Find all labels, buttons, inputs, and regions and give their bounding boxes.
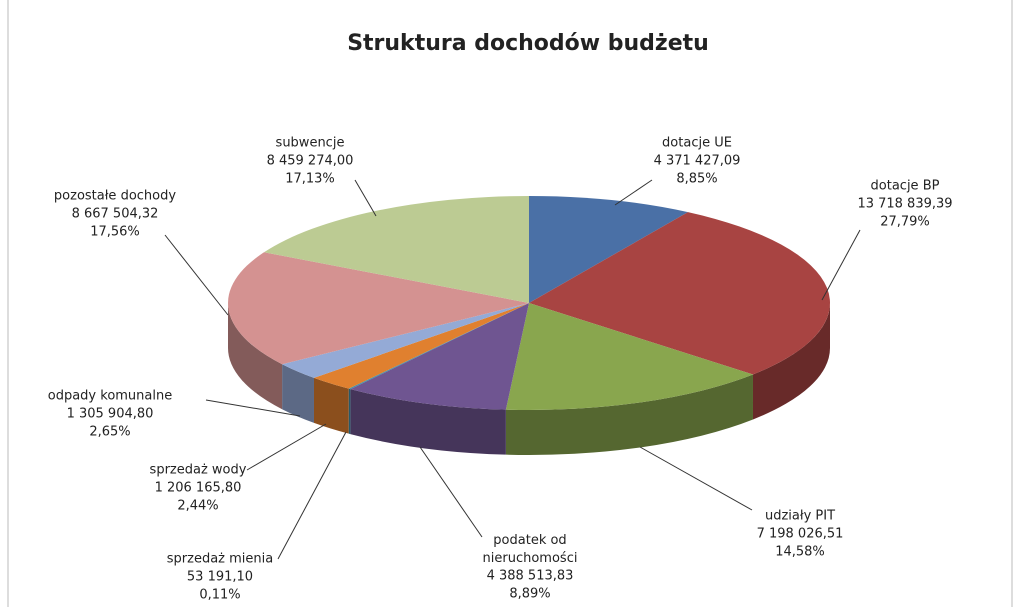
- slice-side: [282, 364, 314, 423]
- value-label: 7 198 026,51: [757, 527, 844, 542]
- slice-label: subwencje: [276, 136, 345, 151]
- leader-line: [419, 446, 483, 538]
- leader-line: [354, 179, 377, 217]
- slice: [505, 303, 753, 410]
- slice-side: [505, 374, 753, 455]
- slice-side: [350, 389, 506, 455]
- value-label: 13 718 839,39: [857, 197, 952, 212]
- slice: [529, 212, 830, 375]
- share-label: 2,65%: [89, 425, 130, 440]
- slice-label: dotacje BP: [871, 179, 940, 194]
- slice: [348, 303, 529, 390]
- share-label: 17,13%: [285, 172, 335, 187]
- slice-label: pozostałe dochody: [54, 189, 176, 204]
- share-label: 8,89%: [509, 587, 550, 602]
- chart-border: [7, 0, 1013, 607]
- slice-label: odpady komunalne: [48, 389, 172, 404]
- value-label: 8 667 504,32: [72, 207, 159, 222]
- slice-label: podatek od nieruchomości: [483, 533, 578, 566]
- slice-label: udziały PIT: [765, 509, 835, 524]
- slice: [282, 303, 529, 378]
- slice-label: sprzedaż wody: [150, 463, 247, 478]
- slice-label: sprzedaż mienia: [167, 552, 273, 567]
- value-label: 53 191,10: [187, 570, 253, 585]
- share-label: 27,79%: [880, 215, 930, 230]
- leader-line: [246, 423, 327, 471]
- value-label: 4 371 427,09: [654, 154, 741, 169]
- value-label: 4 388 513,83: [487, 569, 574, 584]
- leader-line: [277, 431, 347, 560]
- share-label: 17,56%: [90, 225, 140, 240]
- slice: [228, 252, 529, 365]
- slice-label: dotacje UE: [662, 136, 732, 151]
- leader-line: [614, 179, 653, 206]
- slice: [264, 196, 529, 303]
- slice-side: [348, 388, 351, 435]
- value-label: 1 305 904,80: [67, 407, 154, 422]
- leader-line: [164, 234, 229, 316]
- slice: [529, 196, 688, 303]
- slice: [313, 303, 529, 389]
- value-label: 8 459 274,00: [267, 154, 354, 169]
- value-label: 1 206 165,80: [155, 481, 242, 496]
- leader-line: [205, 399, 301, 417]
- share-label: 14,58%: [775, 545, 825, 560]
- slice-side: [752, 303, 830, 420]
- share-label: 0,11%: [199, 588, 240, 603]
- slice: [350, 303, 529, 410]
- share-label: 2,44%: [177, 499, 218, 514]
- share-label: 8,85%: [676, 172, 717, 187]
- slice-side: [228, 303, 283, 410]
- leader-line: [821, 229, 861, 301]
- slice-side: [313, 377, 349, 434]
- chart-title: Struktura dochodów budżetu: [347, 31, 709, 56]
- leader-line: [639, 446, 753, 511]
